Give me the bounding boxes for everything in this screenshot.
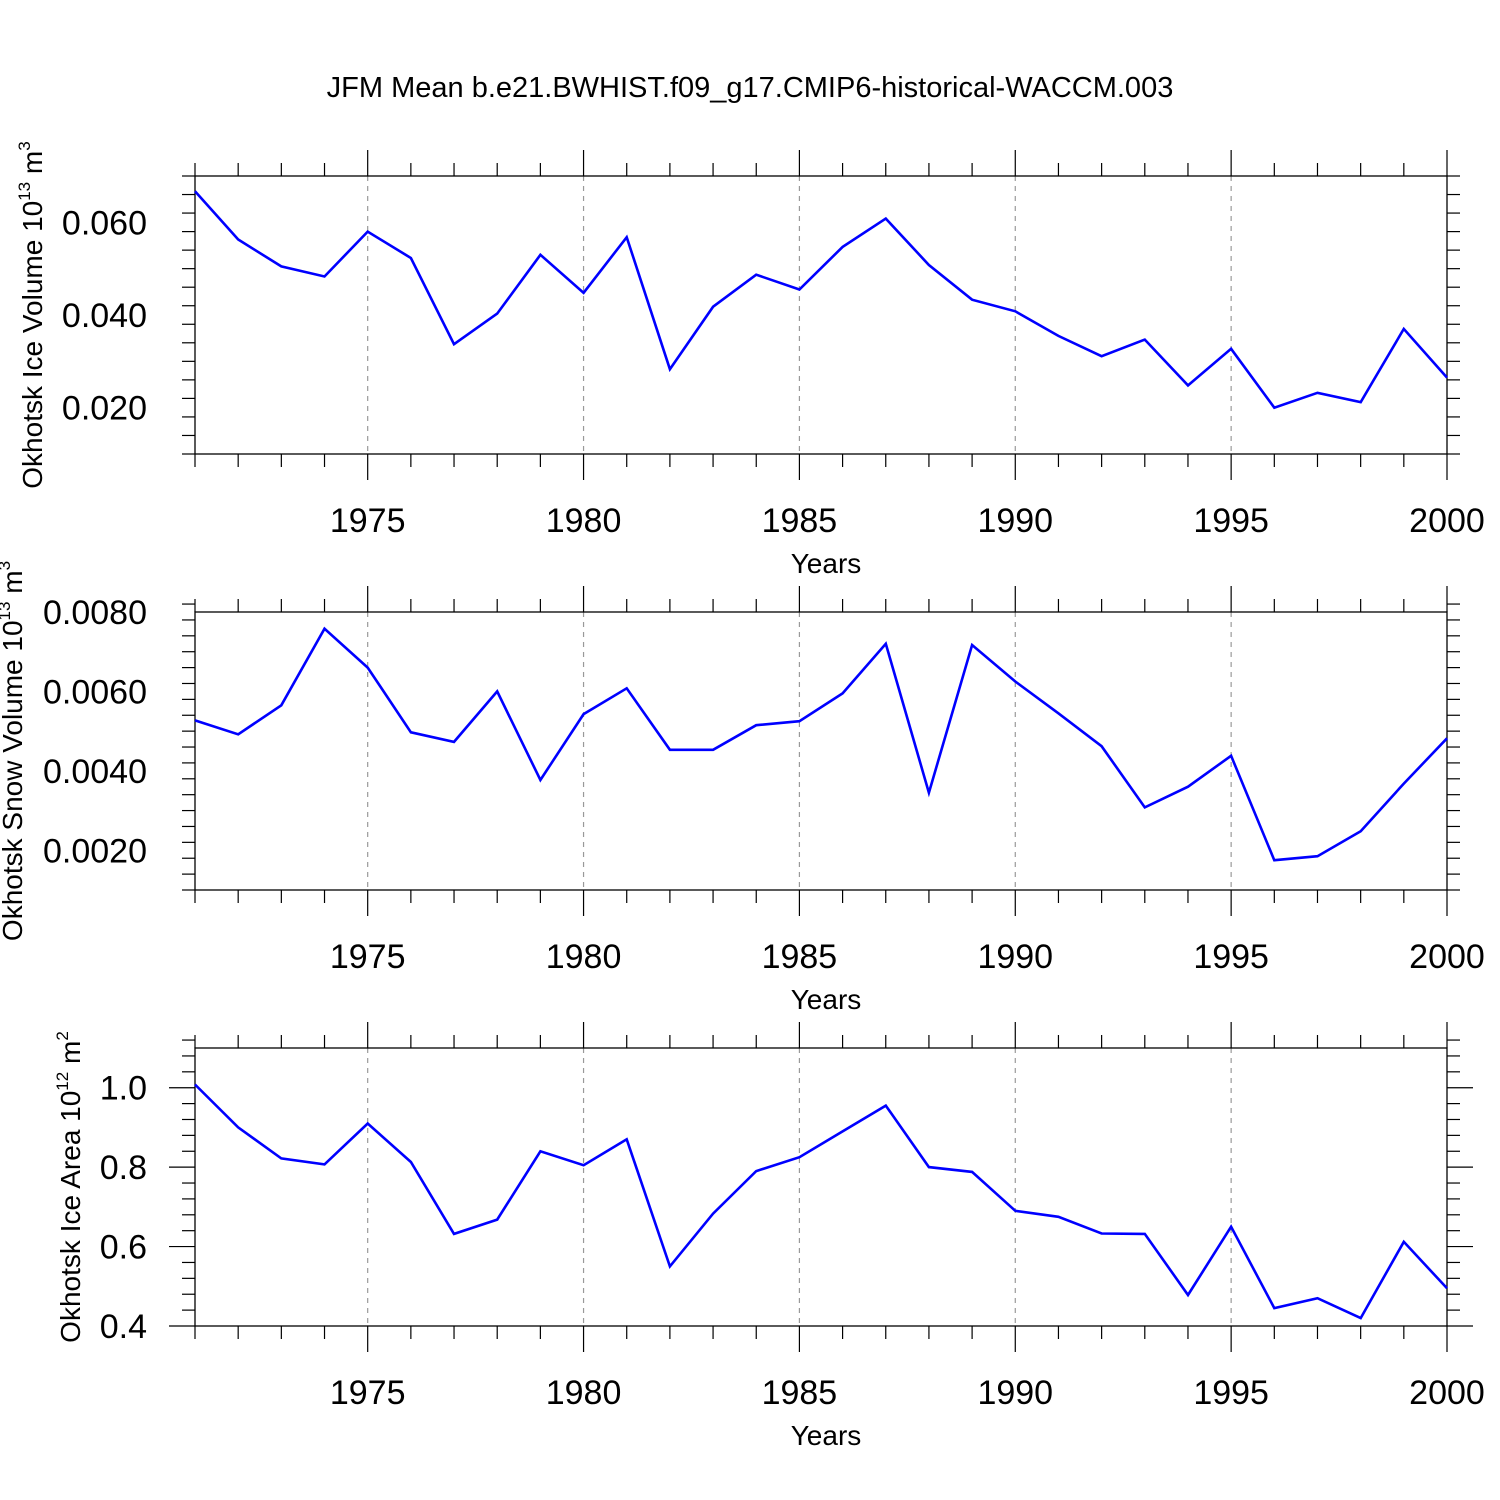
x-tick-label: 1975 <box>330 938 406 976</box>
x-tick-label: 1985 <box>762 1374 838 1412</box>
x-axis-label: Years <box>791 1420 862 1451</box>
y-tick-label: 0.4 <box>100 1308 147 1346</box>
plot-frame <box>194 1047 1448 1327</box>
y-tick-label: 0.0080 <box>43 594 147 632</box>
y-tick-label: 0.6 <box>100 1229 147 1267</box>
x-tick-label: 2000 <box>1409 938 1485 976</box>
y-tick-label: 0.8 <box>100 1149 147 1187</box>
x-tick-label: 1995 <box>1193 938 1269 976</box>
x-tick-label: 1985 <box>762 502 838 540</box>
x-tick-label: 1975 <box>330 1374 406 1412</box>
x-tick-label: 1995 <box>1193 1374 1269 1412</box>
panel-3: 0.4 0.6 0.8 1.0 1975 1980 1985 1990 1995 2000 Year… <box>53 1022 1485 1451</box>
y-axis-label: Okhotsk Ice Area 1012 m2 <box>53 1031 86 1343</box>
plot-frame <box>194 611 1448 891</box>
y-tick-label: 0.040 <box>62 297 147 335</box>
series-line <box>194 190 1448 410</box>
panel-1: 0.020 0.040 0.060 1975 1980 1985 1990 1995 2000 Y… <box>15 141 1485 579</box>
y-tick-label: 0.060 <box>62 204 147 242</box>
x-tick-label: 2000 <box>1409 1374 1485 1412</box>
x-tick-label: 1980 <box>546 502 622 540</box>
x-tick-label: 1990 <box>977 502 1053 540</box>
x-tick-label: 1980 <box>546 938 622 976</box>
series-line <box>194 626 1448 862</box>
x-axis-label: Years <box>791 548 862 579</box>
y-tick-label: 0.020 <box>62 390 147 428</box>
x-tick-label: 1995 <box>1193 502 1269 540</box>
series-line <box>194 1083 1448 1320</box>
x-tick-label: 1990 <box>977 1374 1053 1412</box>
x-tick-label: 1990 <box>977 938 1053 976</box>
y-tick-label: 0.0020 <box>43 832 147 870</box>
x-tick-label: 2000 <box>1409 502 1485 540</box>
y-tick-label: 0.0060 <box>43 673 147 711</box>
figure-title: JFM Mean b.e21.BWHIST.f09_g17.CMIP6-hist… <box>326 72 1174 104</box>
x-axis-label: Years <box>791 984 862 1015</box>
x-tick-label: 1985 <box>762 938 838 976</box>
x-tick-label: 1975 <box>330 502 406 540</box>
plot-frame <box>194 175 1448 455</box>
panel-2: 0.0020 0.0040 0.0060 0.0080 1975 1980 1985 1990… <box>0 561 1485 1015</box>
y-tick-label: 0.0040 <box>43 753 147 791</box>
y-axis-label: Okhotsk Ice Volume 1013 m3 <box>15 141 48 488</box>
x-tick-label: 1980 <box>546 1374 622 1412</box>
y-tick-label: 1.0 <box>100 1070 147 1108</box>
y-axis-label: Okhotsk Snow Volume 1013 m3 <box>0 561 28 941</box>
